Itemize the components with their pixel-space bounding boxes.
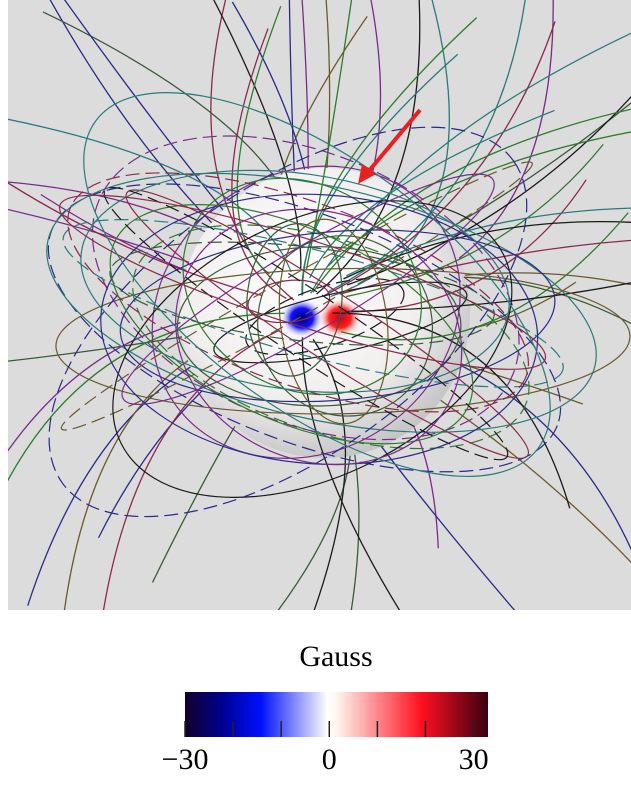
field-loop	[132, 224, 530, 450]
field-loop	[257, 235, 434, 417]
field-line	[343, 221, 631, 280]
field-line	[330, 0, 450, 298]
field-loop	[125, 189, 530, 459]
field-line	[312, 108, 631, 293]
field-line	[340, 212, 629, 341]
field-line	[231, 28, 287, 300]
field-loop	[246, 222, 343, 377]
field-loop	[60, 161, 533, 431]
negative-polarity	[280, 298, 324, 338]
field-line	[341, 239, 631, 295]
field-loop	[175, 208, 463, 466]
colorbar-tick-label: 0	[322, 743, 337, 776]
field-line	[323, 21, 556, 297]
field-loop	[278, 218, 389, 425]
field-loop	[119, 229, 556, 403]
field-line	[8, 312, 285, 482]
arrow-shaft	[366, 108, 422, 174]
field-loop	[109, 204, 474, 445]
field-line	[312, 339, 347, 610]
field-line	[8, 182, 263, 297]
field-loop	[103, 187, 509, 461]
colorbar-label: Gauss	[299, 640, 372, 673]
field-loop	[109, 241, 495, 346]
field-line	[346, 143, 604, 298]
field-loop	[83, 92, 551, 478]
colorbar-tick-label: 30	[459, 743, 489, 776]
field-loop	[151, 165, 461, 459]
field-line	[346, 207, 631, 277]
field-line	[316, 0, 421, 295]
colorbar-ticks: −30 0 30	[162, 721, 489, 776]
field-line	[347, 282, 631, 313]
field-loop	[182, 177, 423, 396]
arrow-head	[358, 164, 376, 184]
field-line	[309, 109, 555, 279]
colorbar-tick-label: −30	[162, 743, 209, 776]
field-loop	[112, 200, 513, 498]
field-loop	[80, 169, 510, 393]
field-loop	[245, 277, 405, 356]
colorbar	[185, 692, 488, 737]
field-loop	[55, 267, 631, 415]
field-loop	[62, 219, 564, 388]
field-loop	[48, 126, 528, 518]
field-loop	[58, 194, 547, 370]
field-lines-front	[8, 0, 631, 610]
field-loop	[67, 172, 530, 413]
field-line	[346, 95, 631, 286]
field-line	[332, 312, 571, 509]
field-loop	[213, 281, 468, 364]
field-loop	[46, 172, 597, 433]
field-line	[102, 329, 280, 610]
field-line	[213, 0, 302, 269]
